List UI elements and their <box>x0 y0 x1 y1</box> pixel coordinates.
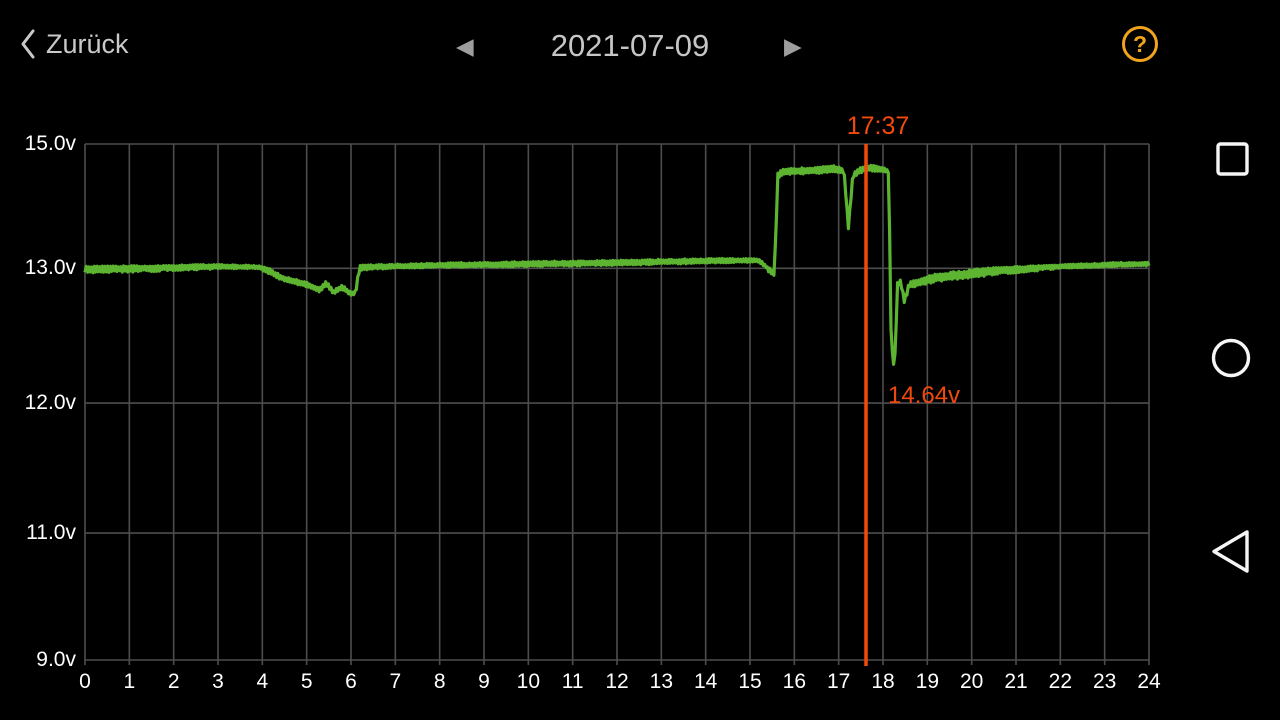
x-tick-label: 15 <box>738 670 762 693</box>
android-home-button[interactable] <box>1207 334 1255 385</box>
y-tick-label: 15.0v <box>24 132 76 155</box>
x-tick-label: 14 <box>693 670 718 693</box>
x-tick-label: 4 <box>256 670 269 693</box>
next-day-icon: ▶ <box>784 33 802 59</box>
chart-canvas <box>83 143 1151 666</box>
cursor-value-label: 14.64v <box>888 382 961 409</box>
voltage-chart[interactable]: 17:37 14.64v <box>83 112 1151 666</box>
back-label: Zurück <box>46 28 129 59</box>
back-chevron-icon <box>21 29 35 59</box>
x-tick-label: 17 <box>826 670 851 693</box>
x-tick-label: 22 <box>1048 670 1072 693</box>
x-tick-label: 18 <box>871 670 895 693</box>
x-tick-label: 19 <box>915 670 939 693</box>
x-tick-label: 7 <box>389 670 402 693</box>
x-tick-label: 11 <box>561 670 584 693</box>
y-tick-label: 13.0v <box>24 256 76 280</box>
x-tick-label: 12 <box>605 670 629 693</box>
x-tick-label: 3 <box>212 670 224 693</box>
cursor-time-label: 17:37 <box>846 112 910 140</box>
x-tick-label: 20 <box>959 670 984 693</box>
x-tick-label: 6 <box>345 670 357 693</box>
x-tick-label: 5 <box>300 670 313 693</box>
x-tick-label: 16 <box>782 670 806 693</box>
next-day-button[interactable]: ▶ <box>778 32 808 60</box>
date-title: 2021-07-09 <box>550 28 710 63</box>
x-tick-label: 10 <box>516 670 540 693</box>
x-tick-label: 23 <box>1092 670 1117 693</box>
x-tick-label: 2 <box>167 670 180 693</box>
recents-square-icon <box>1216 142 1249 176</box>
android-back-button[interactable] <box>1205 526 1257 581</box>
x-tick-label: 8 <box>433 670 446 693</box>
previous-day-icon: ◀ <box>456 33 474 59</box>
x-tick-label: 24 <box>1137 670 1161 693</box>
x-tick-label: 1 <box>123 670 136 693</box>
back-button[interactable]: Zurück <box>20 28 129 60</box>
x-tick-label: 0 <box>79 670 91 693</box>
voltage-line-series <box>83 163 1151 366</box>
previous-day-button[interactable]: ◀ <box>450 32 480 60</box>
home-circle-icon <box>1211 338 1251 378</box>
help-button[interactable]: ? <box>1122 26 1158 62</box>
back-triangle-icon <box>1212 530 1249 573</box>
y-tick-label: 12.0v <box>24 391 76 415</box>
y-tick-label: 11.0v <box>26 521 76 545</box>
x-tick-label: 21 <box>1004 670 1028 693</box>
android-recents-button[interactable] <box>1210 137 1254 184</box>
x-tick-label: 9 <box>478 670 490 693</box>
y-tick-label: 9.0v <box>36 648 76 671</box>
question-mark-icon: ? <box>1132 30 1148 57</box>
x-tick-label: 13 <box>649 670 673 693</box>
